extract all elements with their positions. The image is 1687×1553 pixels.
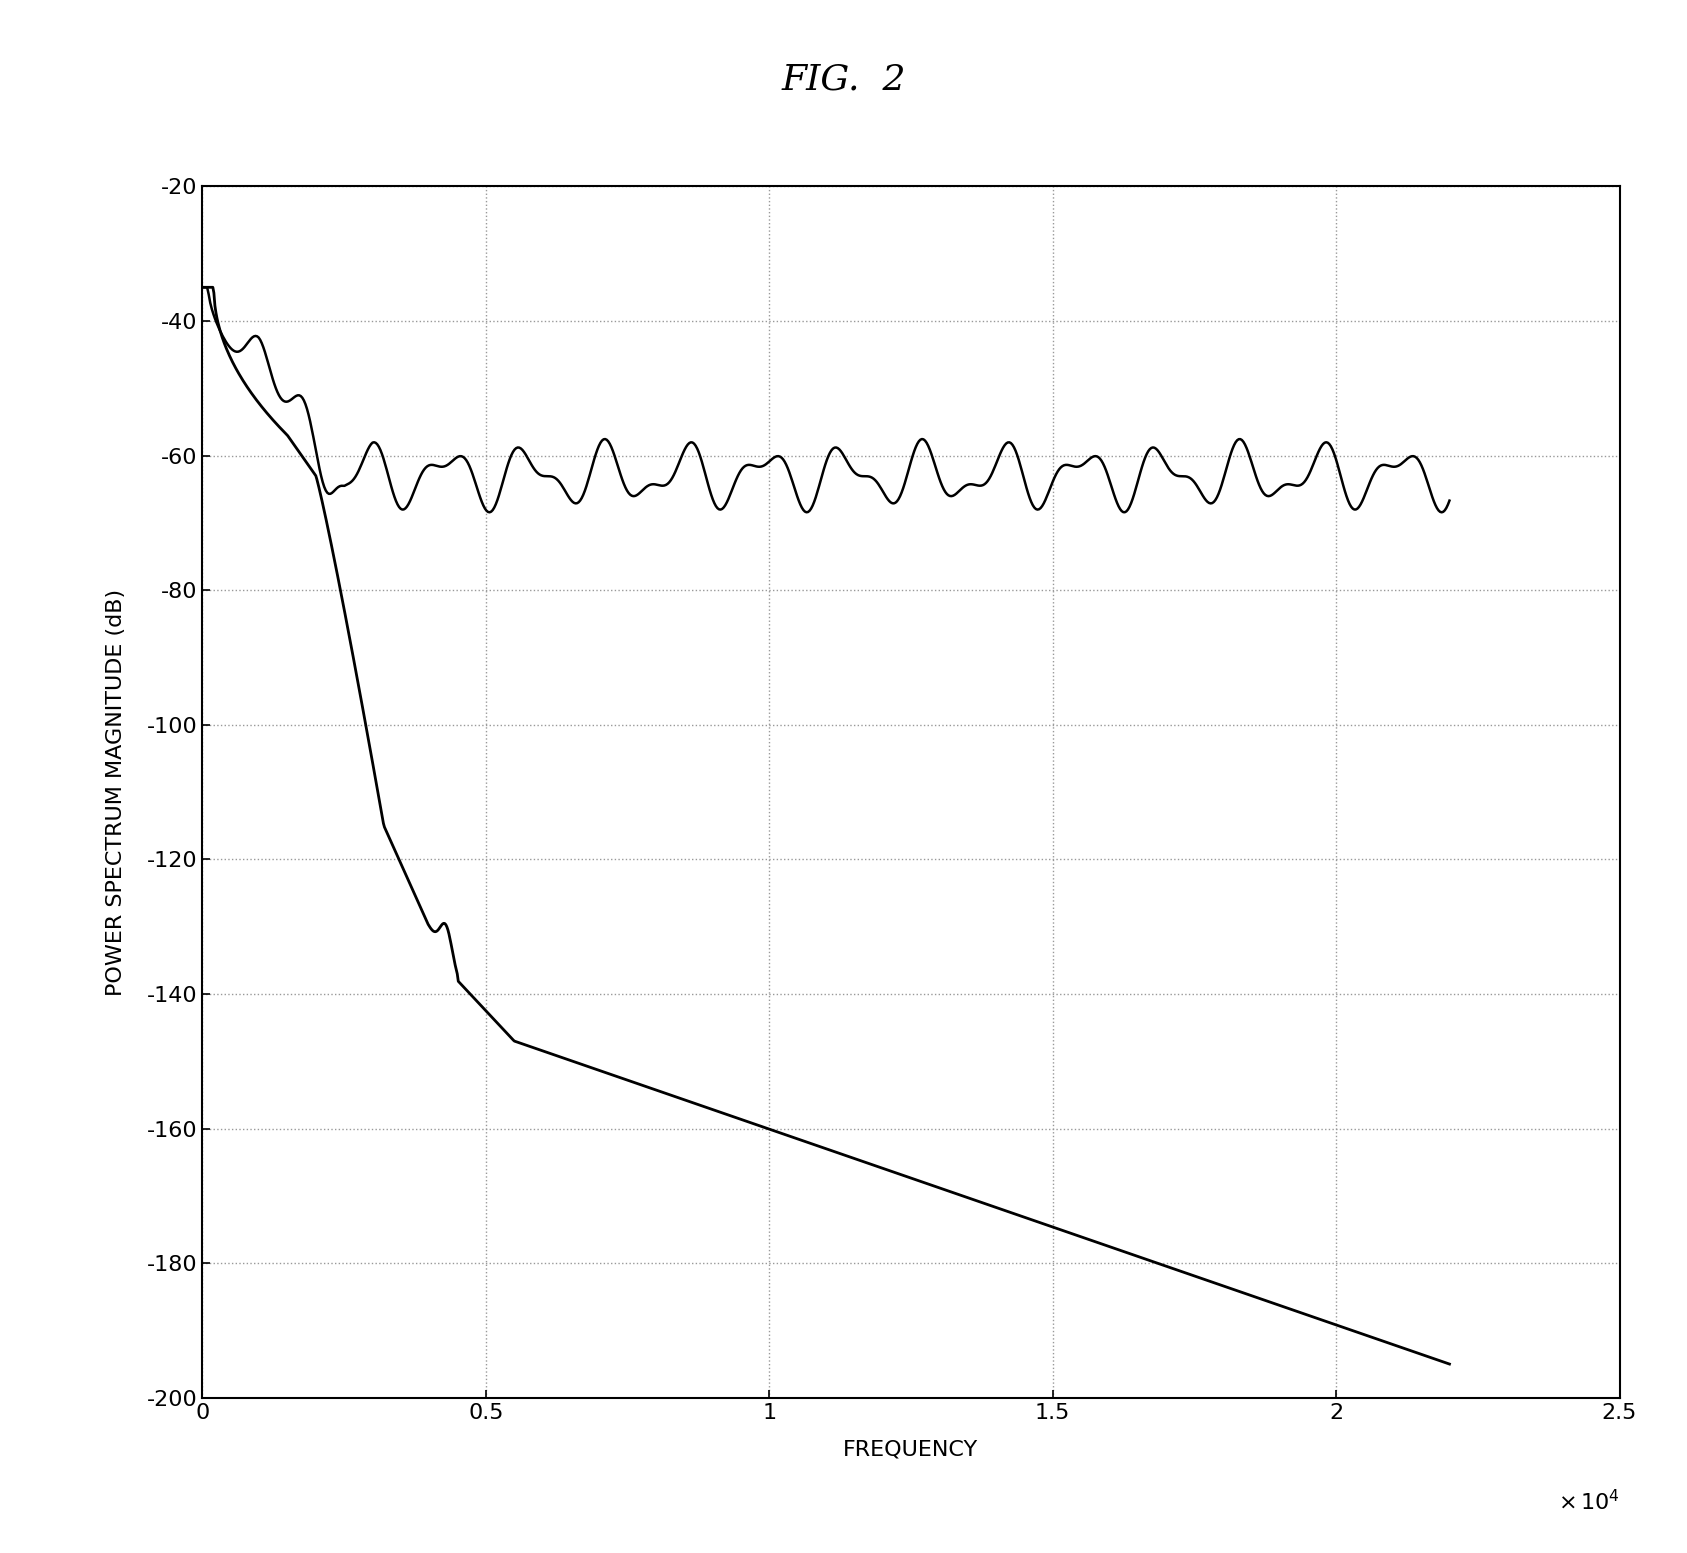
Y-axis label: POWER SPECTRUM MAGNITUDE (dB): POWER SPECTRUM MAGNITUDE (dB) (106, 589, 127, 995)
X-axis label: FREQUENCY: FREQUENCY (844, 1440, 978, 1460)
Text: $\times\,10^4$: $\times\,10^4$ (1557, 1488, 1620, 1514)
Text: FIG.  2: FIG. 2 (781, 62, 906, 96)
